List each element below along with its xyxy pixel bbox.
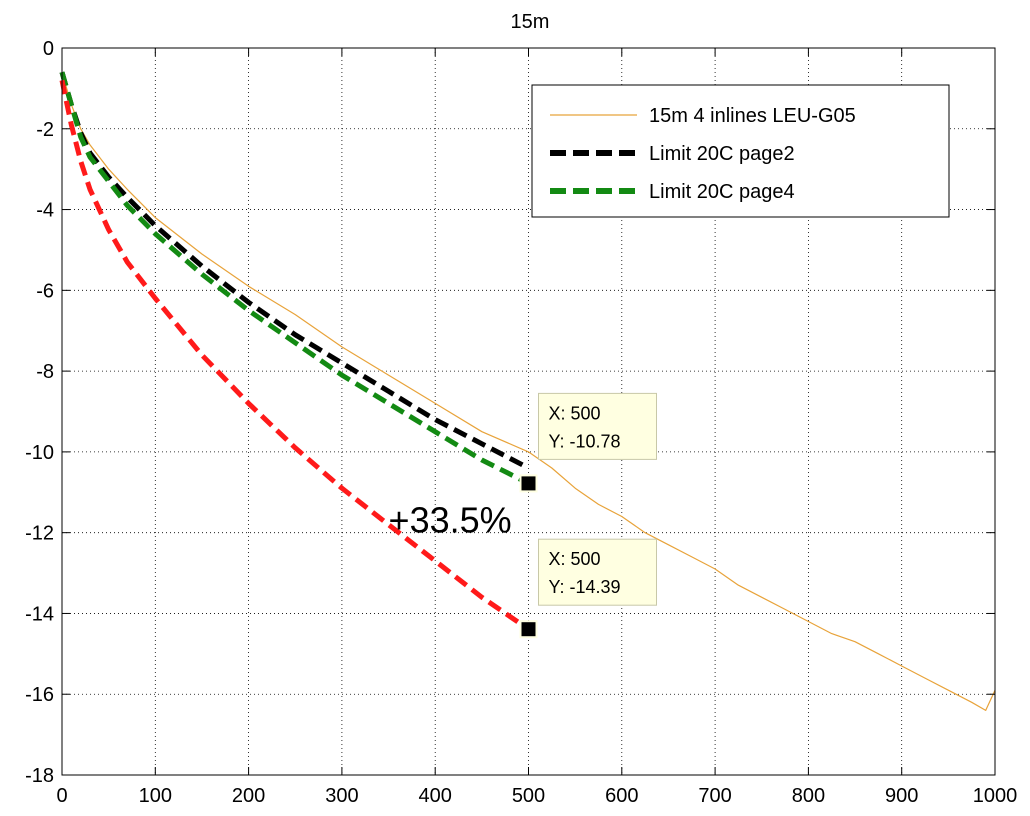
chart-title: 15m [511,11,550,33]
tick-labels: 0 100 200 300 400 500 600 700 800 900 1000 0 -2 -4 -6 -… [25,38,1017,807]
x-tick-label: 900 [885,785,918,807]
datatips: X: 500 Y: -10.78 X: 500 Y: -14.39 [519,392,657,639]
axes [61,47,996,776]
y-tick-label: -14 [25,603,54,625]
legend-label: 15m 4 inlines LEU-G05 [649,105,856,127]
datatip-y-text: Y: -10.78 [549,431,621,451]
x-tick-label: 0 [56,785,67,807]
series-line-4 [59,79,530,632]
percent-annotation: +33.5% [389,500,512,541]
y-tick-label: -2 [36,119,54,141]
y-tick-label: -10 [25,442,54,464]
datatip-marker[interactable] [519,474,538,493]
x-tick-label: 700 [698,785,731,807]
x-tick-label: 600 [605,785,638,807]
y-tick-label: -16 [25,684,54,706]
series-line-3 [59,71,530,486]
y-tick-label: -8 [36,361,54,383]
y-tick-label: -12 [25,523,54,545]
datatip-x-text: X: 500 [549,403,601,423]
x-tick-label: 800 [792,785,825,807]
datatip-y-text: Y: -14.39 [549,577,621,597]
legend-label: Limit 20C page4 [649,181,795,203]
y-tick-label: 0 [43,38,54,60]
y-tick-label: -18 [25,765,54,787]
x-tick-label: 200 [232,785,265,807]
y-tick-label: -4 [36,200,54,222]
datatip-box [538,538,657,606]
legend: 15m 4 inlines LEU-G05 Limit 20C page2 Limi… [531,84,950,218]
x-tick-label: 1000 [973,785,1018,807]
legend-label: Limit 20C page2 [649,143,795,165]
datatip-marker[interactable] [519,620,538,639]
x-tick-label: 400 [419,785,452,807]
x-tick-label: 100 [139,785,172,807]
series-layer [59,71,996,712]
series-line-1 [61,72,996,712]
x-tick-label: 500 [512,785,545,807]
y-tick-label: -6 [36,280,54,302]
datatip-box [538,392,657,460]
datatip-x-text: X: 500 [549,549,601,569]
x-tick-label: 300 [325,785,358,807]
